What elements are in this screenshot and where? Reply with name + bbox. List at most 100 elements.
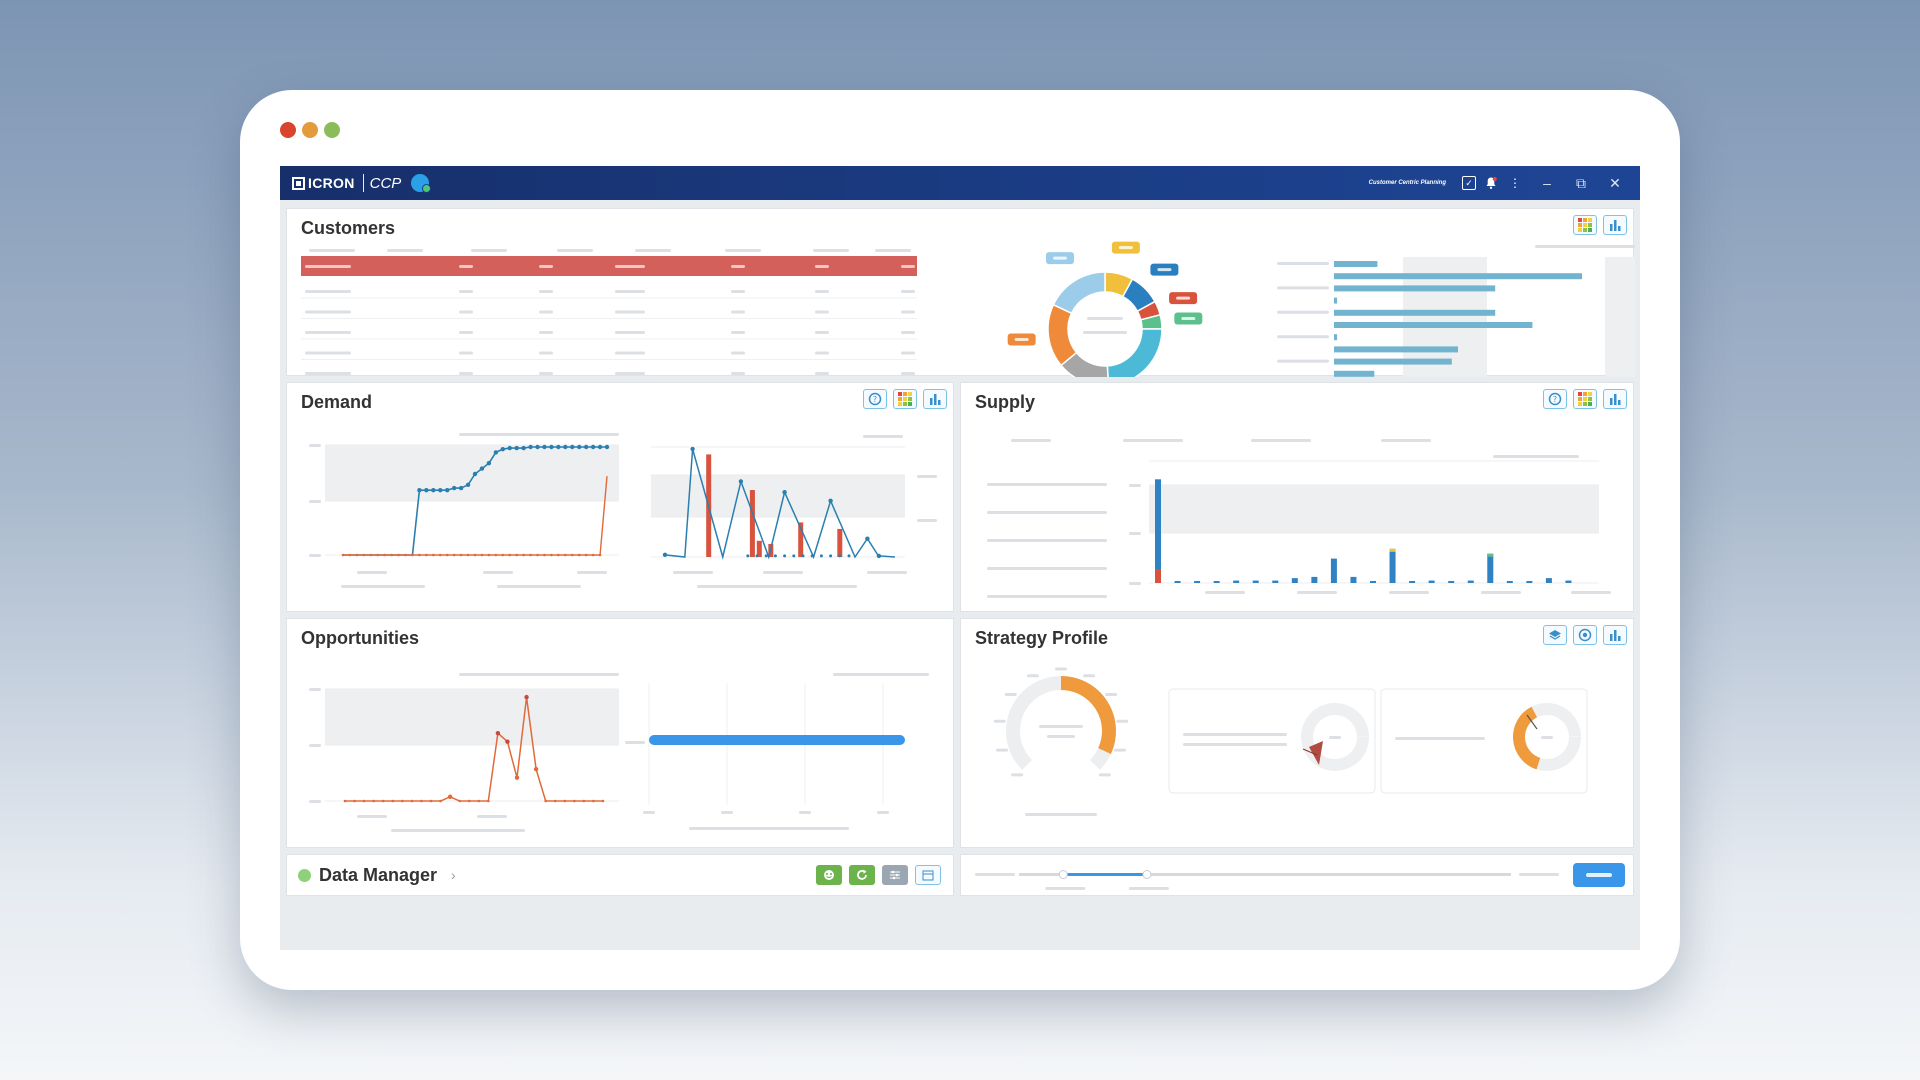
x-tick-label xyxy=(483,571,513,574)
minimize-dot[interactable] xyxy=(302,122,318,138)
demand-point-orange xyxy=(348,553,352,557)
supply-bar xyxy=(1448,581,1455,583)
chart-view-icon[interactable] xyxy=(923,389,947,409)
grid-view-icon[interactable] xyxy=(1573,215,1597,235)
more-vertical-icon[interactable]: ⋮ xyxy=(1509,176,1521,190)
bar-category-label xyxy=(1277,310,1329,314)
x-tick-label xyxy=(877,811,889,814)
demand-base-point xyxy=(819,554,823,558)
settings-sliders-icon[interactable] xyxy=(882,865,908,885)
chart-legend-label xyxy=(833,673,929,676)
opportunities-point xyxy=(487,799,490,803)
demand-bar-red xyxy=(798,522,804,557)
gauge-tick-label xyxy=(1113,748,1126,752)
help-icon[interactable]: ? xyxy=(1543,389,1567,409)
demand-base-point xyxy=(783,554,787,558)
chart-legend-label xyxy=(459,673,619,676)
close-icon[interactable]: ✕ xyxy=(1609,174,1621,191)
demand-point-orange xyxy=(390,553,393,557)
demand-point-blue xyxy=(500,446,505,452)
x-tick-label xyxy=(1297,591,1337,594)
apply-button[interactable] xyxy=(1573,863,1625,887)
table-cell xyxy=(459,351,473,355)
demand-point-blue xyxy=(556,444,561,450)
chevron-right-icon[interactable]: › xyxy=(451,867,456,883)
grid-view-icon[interactable] xyxy=(1573,389,1597,409)
chart-legend-label xyxy=(459,433,619,436)
gauge-value xyxy=(1047,735,1075,738)
table-cell xyxy=(731,351,745,355)
gauge-tick-label xyxy=(1004,693,1017,697)
card-center-label xyxy=(1541,736,1553,739)
chart-header-label xyxy=(1123,439,1183,442)
opportunities-point xyxy=(563,799,567,803)
y-tick-label xyxy=(1129,484,1141,487)
table-cell xyxy=(539,290,553,293)
x-tick-label xyxy=(577,571,607,574)
demand-point-orange xyxy=(445,553,449,557)
close-dot[interactable] xyxy=(280,122,296,138)
import-icon[interactable] xyxy=(816,865,842,885)
timeline-slider[interactable] xyxy=(961,855,1635,897)
opportunities-point xyxy=(429,799,433,803)
app-window: ICRON CCP Customer Centric Planning ✓ ⋮ … xyxy=(280,166,1640,950)
strategy-panel: Strategy Profile xyxy=(960,618,1634,848)
opportunities-point xyxy=(467,799,471,803)
table-cell xyxy=(815,290,829,293)
demand-point-blue xyxy=(445,488,450,493)
target-icon[interactable] xyxy=(1573,625,1597,645)
chart-view-icon[interactable] xyxy=(1603,215,1627,235)
refresh-icon[interactable] xyxy=(849,865,875,885)
demand-base-point xyxy=(847,554,851,558)
opportunities-point xyxy=(505,739,510,744)
strategy-gauges xyxy=(993,667,1588,816)
gauge-tick-label xyxy=(1105,693,1118,697)
task-check-icon[interactable]: ✓ xyxy=(1462,176,1476,190)
donut-slice xyxy=(1047,303,1078,367)
customer-bar xyxy=(1334,309,1496,316)
demand-point-orange xyxy=(494,553,498,557)
table-cell xyxy=(539,310,553,314)
notification-bell-icon[interactable] xyxy=(1482,174,1500,192)
chart-view-icon[interactable] xyxy=(1603,389,1627,409)
help-icon[interactable]: ? xyxy=(863,389,887,409)
maximize-dot[interactable] xyxy=(324,122,340,138)
gauge-tick-label xyxy=(1011,773,1024,777)
demand-point-blue xyxy=(570,444,575,450)
minimize-icon[interactable]: – xyxy=(1543,175,1551,191)
card-pointer xyxy=(1302,748,1318,756)
data-manager-title[interactable]: Data Manager xyxy=(319,864,438,885)
supply-title: Supply xyxy=(975,392,1036,412)
grid-view-icon[interactable] xyxy=(893,389,917,409)
demand-charts xyxy=(309,433,937,588)
opportunities-point xyxy=(353,799,356,803)
chart-view-icon[interactable] xyxy=(1603,625,1627,645)
supply-bar xyxy=(1272,580,1279,583)
table-cell xyxy=(459,290,473,293)
table-cell xyxy=(901,290,915,293)
opportunities-panel: Opportunities xyxy=(286,618,954,848)
x-tick-label xyxy=(1481,591,1521,594)
chart-band xyxy=(1149,485,1599,533)
demand-spike-point xyxy=(690,446,695,452)
demand-point-blue xyxy=(451,485,457,491)
table-cell xyxy=(815,310,829,314)
x-tick-label xyxy=(799,811,811,814)
supply-chart xyxy=(987,439,1611,598)
demand-point-blue xyxy=(458,485,464,491)
globe-status-icon[interactable] xyxy=(411,174,432,193)
table-header-label xyxy=(387,249,423,252)
calendar-icon[interactable] xyxy=(915,865,941,885)
layers-icon[interactable] xyxy=(1543,625,1567,645)
x-axis-label xyxy=(697,585,857,588)
restore-icon[interactable]: ⧉ xyxy=(1576,174,1586,191)
customer-bar xyxy=(1334,370,1375,377)
donut-center-label xyxy=(1087,317,1123,320)
bar-category-label xyxy=(1277,286,1329,290)
donut-slice-label-text xyxy=(1014,338,1029,342)
customer-bar xyxy=(1334,322,1533,328)
x-tick-label xyxy=(673,571,713,574)
card-label xyxy=(1395,737,1485,740)
x-tick-label xyxy=(357,815,387,818)
chart-legend-label xyxy=(863,435,903,438)
